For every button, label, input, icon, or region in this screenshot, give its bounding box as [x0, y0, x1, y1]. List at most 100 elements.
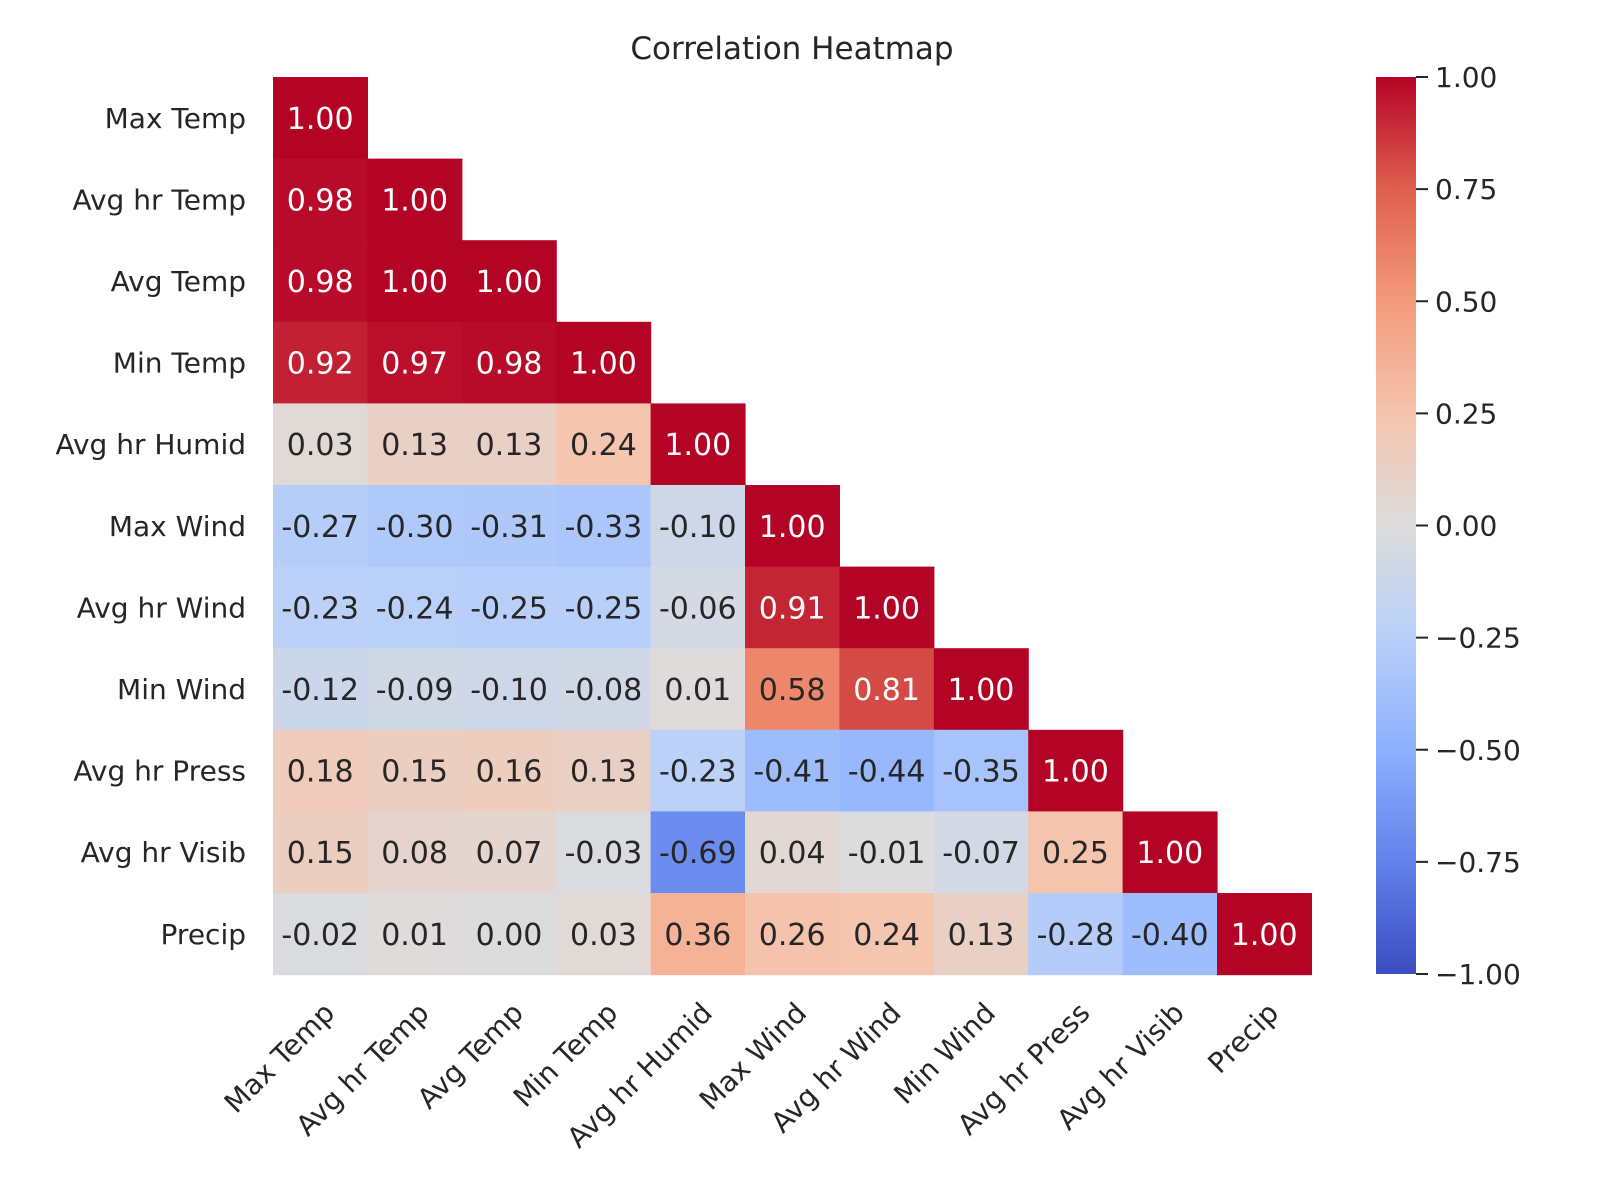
cell-value-label: -0.09	[376, 673, 454, 708]
cell-value-label: -0.40	[1131, 918, 1209, 953]
heatmap-cell	[1122, 893, 1218, 976]
cell-value-label: 0.13	[948, 918, 1015, 953]
row-label: Max Temp	[105, 102, 246, 135]
colorbar-gradient	[1376, 77, 1416, 974]
cell-value-label: 1.00	[1136, 836, 1203, 871]
cell-value-label: 0.03	[287, 428, 354, 463]
row-label: Max Wind	[109, 510, 246, 543]
cell-value-label: -0.01	[848, 836, 926, 871]
cell-value-label: -0.41	[753, 755, 831, 790]
colorbar-tick-label: −1.00	[1435, 958, 1521, 991]
cell-value-label: 0.13	[570, 755, 637, 790]
cell-value-label: -0.24	[376, 591, 454, 626]
heatmap-cell	[367, 893, 463, 976]
heatmap-cell	[461, 321, 557, 404]
colorbar-tick-label: 1.00	[1435, 61, 1497, 94]
colorbar-tick-label: −0.50	[1435, 734, 1521, 767]
heatmap-cell	[650, 485, 746, 568]
row-label: Avg hr Wind	[77, 591, 246, 624]
cell-value-label: 1.00	[664, 428, 731, 463]
row-labels: Max Temp Avg hr Temp Avg Temp Min Temp Avg h…	[55, 102, 246, 951]
heatmap-cell	[461, 729, 557, 812]
row-label: Avg hr Temp	[72, 183, 246, 216]
cell-value-label: -0.35	[942, 755, 1020, 790]
heatmap-cell	[745, 648, 840, 731]
cell-value-label: 0.98	[476, 347, 543, 382]
heatmap-cell	[745, 893, 840, 976]
heatmap-cell	[367, 403, 463, 486]
heatmap-cell	[839, 566, 935, 649]
cell-value-label: -0.07	[942, 836, 1020, 871]
cell-value-label: 0.25	[1042, 836, 1109, 871]
heatmap-cell	[367, 729, 463, 812]
cell-value-label: -0.44	[848, 755, 926, 790]
heatmap-cell	[273, 240, 368, 323]
colorbar-tick-label: −0.75	[1435, 846, 1521, 879]
row-label: Avg hr Humid	[55, 428, 246, 461]
heatmap-cell	[556, 321, 652, 404]
heatmap-cell	[367, 648, 463, 731]
cell-value-label: 0.81	[853, 673, 920, 708]
column-label: Precip	[1201, 996, 1285, 1080]
heatmap-cell	[556, 893, 652, 976]
heatmap-cell	[650, 403, 746, 486]
cell-value-label: 1.00	[570, 347, 637, 382]
cell-value-label: 0.58	[759, 673, 826, 708]
cell-value-label: -0.23	[281, 591, 359, 626]
cell-value-label: -0.10	[470, 673, 548, 708]
cell-value-label: -0.06	[659, 591, 737, 626]
heatmap-cell	[273, 485, 368, 568]
cell-value-label: -0.23	[659, 755, 737, 790]
heatmap-cell	[1122, 811, 1218, 894]
cell-value-label: -0.02	[281, 918, 359, 953]
heatmap-cell	[1028, 729, 1124, 812]
cell-value-label: 0.24	[570, 428, 637, 463]
row-label: Avg Temp	[111, 265, 246, 298]
heatmap-cell	[556, 485, 652, 568]
colorbar: 1.00 0.75 0.50 0.25 0.00 −0.25 −0.50 −0.75 −1.00	[1376, 61, 1521, 991]
cell-value-label: 0.07	[476, 836, 543, 871]
colorbar-tick-label: 0.25	[1435, 397, 1497, 430]
heatmap-cell	[273, 158, 368, 241]
heatmap-cell	[933, 648, 1029, 731]
cell-value-label: -0.03	[565, 836, 643, 871]
cell-value-label: 1.00	[381, 265, 448, 300]
colorbar-tick-label: 0.00	[1435, 510, 1497, 543]
heatmap-cell	[273, 77, 368, 160]
cell-value-label: -0.31	[470, 510, 548, 545]
heatmap-cell	[273, 729, 368, 812]
cell-value-label: 1.00	[759, 510, 826, 545]
heatmap-cell	[650, 811, 746, 894]
colorbar-ticks: 1.00 0.75 0.50 0.25 0.00 −0.25 −0.50 −0.75 −1.00	[1416, 61, 1521, 991]
heatmap-cell	[745, 566, 840, 649]
heatmap-cell	[273, 648, 368, 731]
heatmap-cell	[367, 811, 463, 894]
heatmap-cell	[745, 811, 840, 894]
heatmap-cell	[367, 321, 463, 404]
heatmap-cell	[745, 485, 840, 568]
chart-title: Correlation Heatmap	[630, 31, 953, 67]
heatmap-cell	[556, 648, 652, 731]
heatmap-cell	[461, 403, 557, 486]
colorbar-tick-label: 0.75	[1435, 173, 1497, 206]
row-label: Avg hr Visib	[81, 836, 246, 869]
heatmap-cell	[933, 811, 1029, 894]
heatmap-cell	[273, 321, 368, 404]
heatmap-cells: 1.00 0.98 1.00 0.98 1.00 1.00 0.92 0.97 0.98 1.00…	[273, 77, 1312, 976]
cell-value-label: 0.24	[853, 918, 920, 953]
heatmap-cell	[367, 240, 463, 323]
heatmap-cell	[273, 893, 368, 976]
cell-value-label: 0.97	[381, 347, 448, 382]
heatmap-cell	[367, 485, 463, 568]
heatmap-cell	[839, 648, 935, 731]
cell-value-label: 1.00	[476, 265, 543, 300]
cell-value-label: 0.91	[759, 591, 826, 626]
heatmap-cell	[461, 648, 557, 731]
cell-value-label: 0.98	[287, 183, 354, 218]
heatmap-cell	[1028, 893, 1124, 976]
heatmap-cell	[650, 729, 746, 812]
cell-value-label: 0.01	[664, 673, 731, 708]
heatmap-cell	[650, 566, 746, 649]
cell-value-label: -0.25	[565, 591, 643, 626]
